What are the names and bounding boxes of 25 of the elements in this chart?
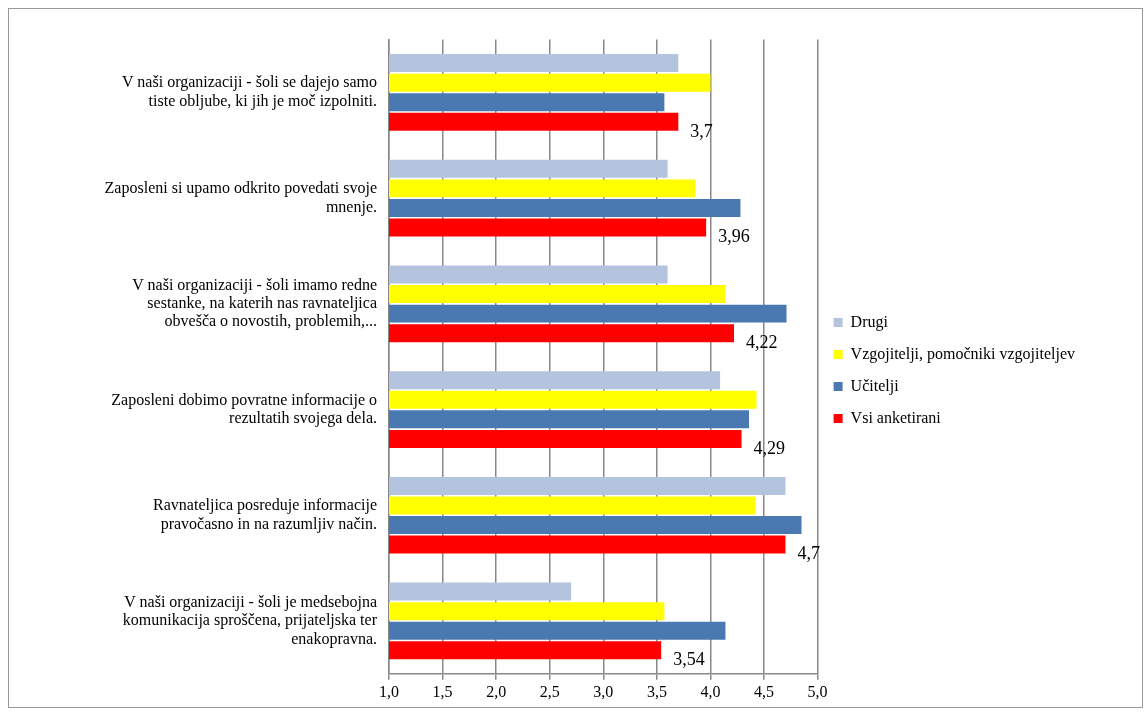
y-tick-label: Zaposleni dobimo povratne informacije o rezultatih svojega dela. bbox=[111, 390, 377, 427]
x-tick-label: 4,5 bbox=[754, 682, 775, 700]
data-label: 3,7 bbox=[690, 120, 713, 141]
x-tick-label: 1,0 bbox=[379, 682, 399, 700]
x-tick-label: 1,5 bbox=[432, 682, 453, 700]
data-label: 3,96 bbox=[718, 226, 750, 247]
y-tick-label: V naši organizaciji - šoli je medsebojna komunikacija sproščena, prijateljska ter enakopravna. bbox=[122, 592, 378, 648]
data-label: 3,54 bbox=[673, 649, 705, 670]
legend-label: Učitelji bbox=[850, 376, 900, 395]
x-tick-label: 2,0 bbox=[486, 682, 507, 700]
y-tick-label: V naši organizaciji - šoli se dajejo samo tiste obljube, ki jih je moč izpolniti. bbox=[122, 73, 377, 110]
y-tick-label: V naši organizaciji - šoli imamo redne sestanke, na katerih nas ravnateljica obvešča o novostih, problemih,... bbox=[132, 275, 377, 331]
y-tick-label: Ravnateljica posreduje informacije pravočasno in na razumljiv način. bbox=[153, 496, 377, 533]
x-tick-label: 3,5 bbox=[646, 682, 667, 700]
data-label: 4,22 bbox=[746, 331, 778, 352]
legend-label: Drugi bbox=[850, 312, 889, 331]
x-tick-label: 5,0 bbox=[807, 682, 828, 700]
data-label: 4,7 bbox=[797, 543, 820, 564]
x-tick-label: 2,5 bbox=[539, 682, 560, 700]
legend-label: Vzgojitelji, pomočniki vzgojiteljev bbox=[850, 344, 1076, 363]
x-tick-label: 4,0 bbox=[700, 682, 721, 700]
y-tick-label: Zaposleni si upamo odkrito povedati svoje mnenje. bbox=[104, 179, 377, 216]
data-label: 4,29 bbox=[753, 437, 786, 458]
x-tick-label: 3,0 bbox=[593, 682, 614, 700]
legend-label: Vsi anketirani bbox=[850, 408, 942, 426]
